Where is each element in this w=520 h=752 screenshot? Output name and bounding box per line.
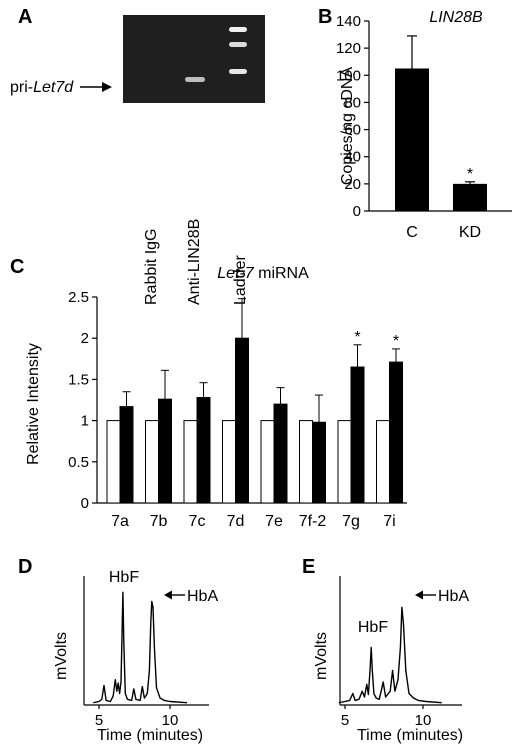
panel-d-letter: D (18, 556, 32, 578)
panel-c-category-label: 7g (342, 513, 360, 530)
panel-c-bar-treated (196, 397, 211, 504)
panel-c-title: Let-7 miRNA (217, 265, 309, 282)
panel-c-ytick-label: 0.5 (68, 454, 89, 471)
panel-b-ytick-label: 40 (344, 149, 361, 166)
gel-ladder-band (229, 27, 247, 32)
panel-c-bar-control (376, 420, 390, 504)
panel-b-letter: B (318, 6, 332, 28)
panel-b-ytick-label: 60 (344, 122, 361, 139)
panel-c-bar-control (222, 420, 236, 504)
panel-c-bar-control (145, 420, 159, 504)
panel-c-bar-control (299, 420, 313, 504)
panel-b-ytick-label: 20 (344, 176, 361, 193)
panel-e-xlabel: Time (minutes) (357, 727, 463, 744)
lane-label-anti-lin28b: Anti-LIN28B (186, 219, 203, 305)
panel-d-xlabel: Time (minutes) (97, 727, 203, 744)
panel-c-letter: C (10, 256, 24, 278)
panel-c-bar-treated (158, 398, 172, 504)
panel-d: D mVolts Time (minutes) HbF HbA 5 10 (18, 556, 218, 744)
panel-b-title: LIN28B (429, 9, 483, 26)
panel-c-category-label: 7i (383, 513, 395, 530)
panel-e-letter: E (302, 556, 315, 578)
panel-c-bar-treated (235, 337, 249, 504)
panel-c-significance-star: * (393, 333, 399, 350)
panel-c-category-label: 7b (150, 513, 168, 530)
panel-c-ytick-label: 1.5 (68, 371, 89, 388)
panel-c-ytick-label: 2 (81, 330, 89, 347)
panel-e-ylabel: mVolts (313, 632, 330, 680)
lane-label-ladder: Ladder (232, 255, 249, 305)
panel-b-bar (395, 68, 429, 211)
panel-d-xtick-label: 5 (95, 712, 103, 729)
panel-b-ytick-label: 140 (336, 13, 361, 30)
panel-c-category-label: 7c (189, 513, 206, 530)
chart-b: 0 20 40 60 80 100 120 140 C * KD (336, 13, 512, 241)
panel-b-category-label: C (406, 224, 418, 241)
panel-c-bar-control (337, 420, 352, 504)
panel-c-ylabel: Relative Intensity (25, 343, 42, 465)
gel-band-arrow-icon (102, 82, 112, 92)
panel-c-bar-treated (273, 403, 288, 504)
chart-d: 5 10 (83, 576, 209, 729)
panel-c-ytick-label: 1 (81, 413, 89, 430)
panel-e: E mVolts Time (minutes) HbF HbA 5 10 (302, 556, 469, 744)
panel-b-bar (453, 183, 487, 211)
panel-d-xtick-label: 10 (162, 712, 179, 729)
panel-c-category-label: 7e (265, 513, 283, 530)
panel-a-letter: A (18, 6, 32, 28)
panel-d-peak-hbf: HbF (109, 569, 139, 586)
panel-b-ylabel: Copies/ng cDNA (339, 67, 356, 186)
panel-c-bar-control (183, 420, 198, 504)
panel-c-bar-control (260, 420, 275, 504)
panel-b-ytick-label: 100 (336, 67, 361, 84)
gel-ladder-band (229, 42, 247, 47)
panel-c-bar-control (106, 420, 121, 504)
panel-a: A pri-Let7d Rabbit IgG Anti-LIN28B Ladde… (10, 6, 265, 305)
panel-c-bar-treated (119, 406, 134, 504)
panel-c-category-label: 7f-2 (299, 513, 327, 530)
gel-bands (185, 27, 247, 82)
panel-c-bar-treated (350, 366, 365, 504)
panel-c-bar-treated (389, 361, 403, 504)
panel-b-significance-star: * (467, 166, 473, 183)
panel-e-peak-hbf: HbF (358, 619, 388, 636)
panel-d-peak-hba: HbA (187, 588, 218, 605)
panel-c-ytick-label: 0 (81, 495, 89, 512)
gel-band-pri-let7d (185, 77, 205, 82)
panel-d-trace-line (93, 591, 188, 704)
lane-label-rabbit-igg: Rabbit IgG (143, 229, 160, 305)
panel-b-ytick-label: 80 (344, 94, 361, 111)
panel-c-category-label: 7d (227, 513, 245, 530)
panel-d-hba-arrow-icon (164, 590, 172, 600)
panel-e-xtick-label: 10 (415, 712, 432, 729)
panel-c-bar-treated (312, 421, 326, 504)
panel-b-ytick-label: 0 (353, 203, 361, 220)
panel-c-significance-star: * (354, 329, 360, 346)
gel-ladder-band (229, 69, 247, 74)
panel-e-hba-arrow-icon (415, 590, 423, 600)
panel-d-ylabel: mVolts (53, 632, 70, 680)
chart-c: 0 0.5 1 1.5 2 2.5 7a 7b 7c 7d 7e 7f-2 * 7g * 7i (68, 289, 407, 530)
panel-c-category-label: 7a (111, 513, 129, 530)
panel-c: C Let-7 miRNA Relative Intensity 0 0.5 1 1.… (10, 256, 407, 530)
panel-b: B LIN28B Copies/ng cDNA 0 20 40 60 80 100 120 1… (318, 6, 512, 241)
panel-e-trace-line (338, 606, 442, 704)
panel-c-ytick-label: 2.5 (68, 289, 89, 306)
chart-e: 5 10 (338, 576, 462, 729)
panel-e-xtick-label: 5 (341, 712, 349, 729)
panel-b-ytick-label: 120 (336, 40, 361, 57)
panel-e-peak-hba: HbA (438, 588, 469, 605)
panel-b-category-label: KD (459, 224, 481, 241)
gel-band-label: pri-Let7d (10, 79, 74, 96)
